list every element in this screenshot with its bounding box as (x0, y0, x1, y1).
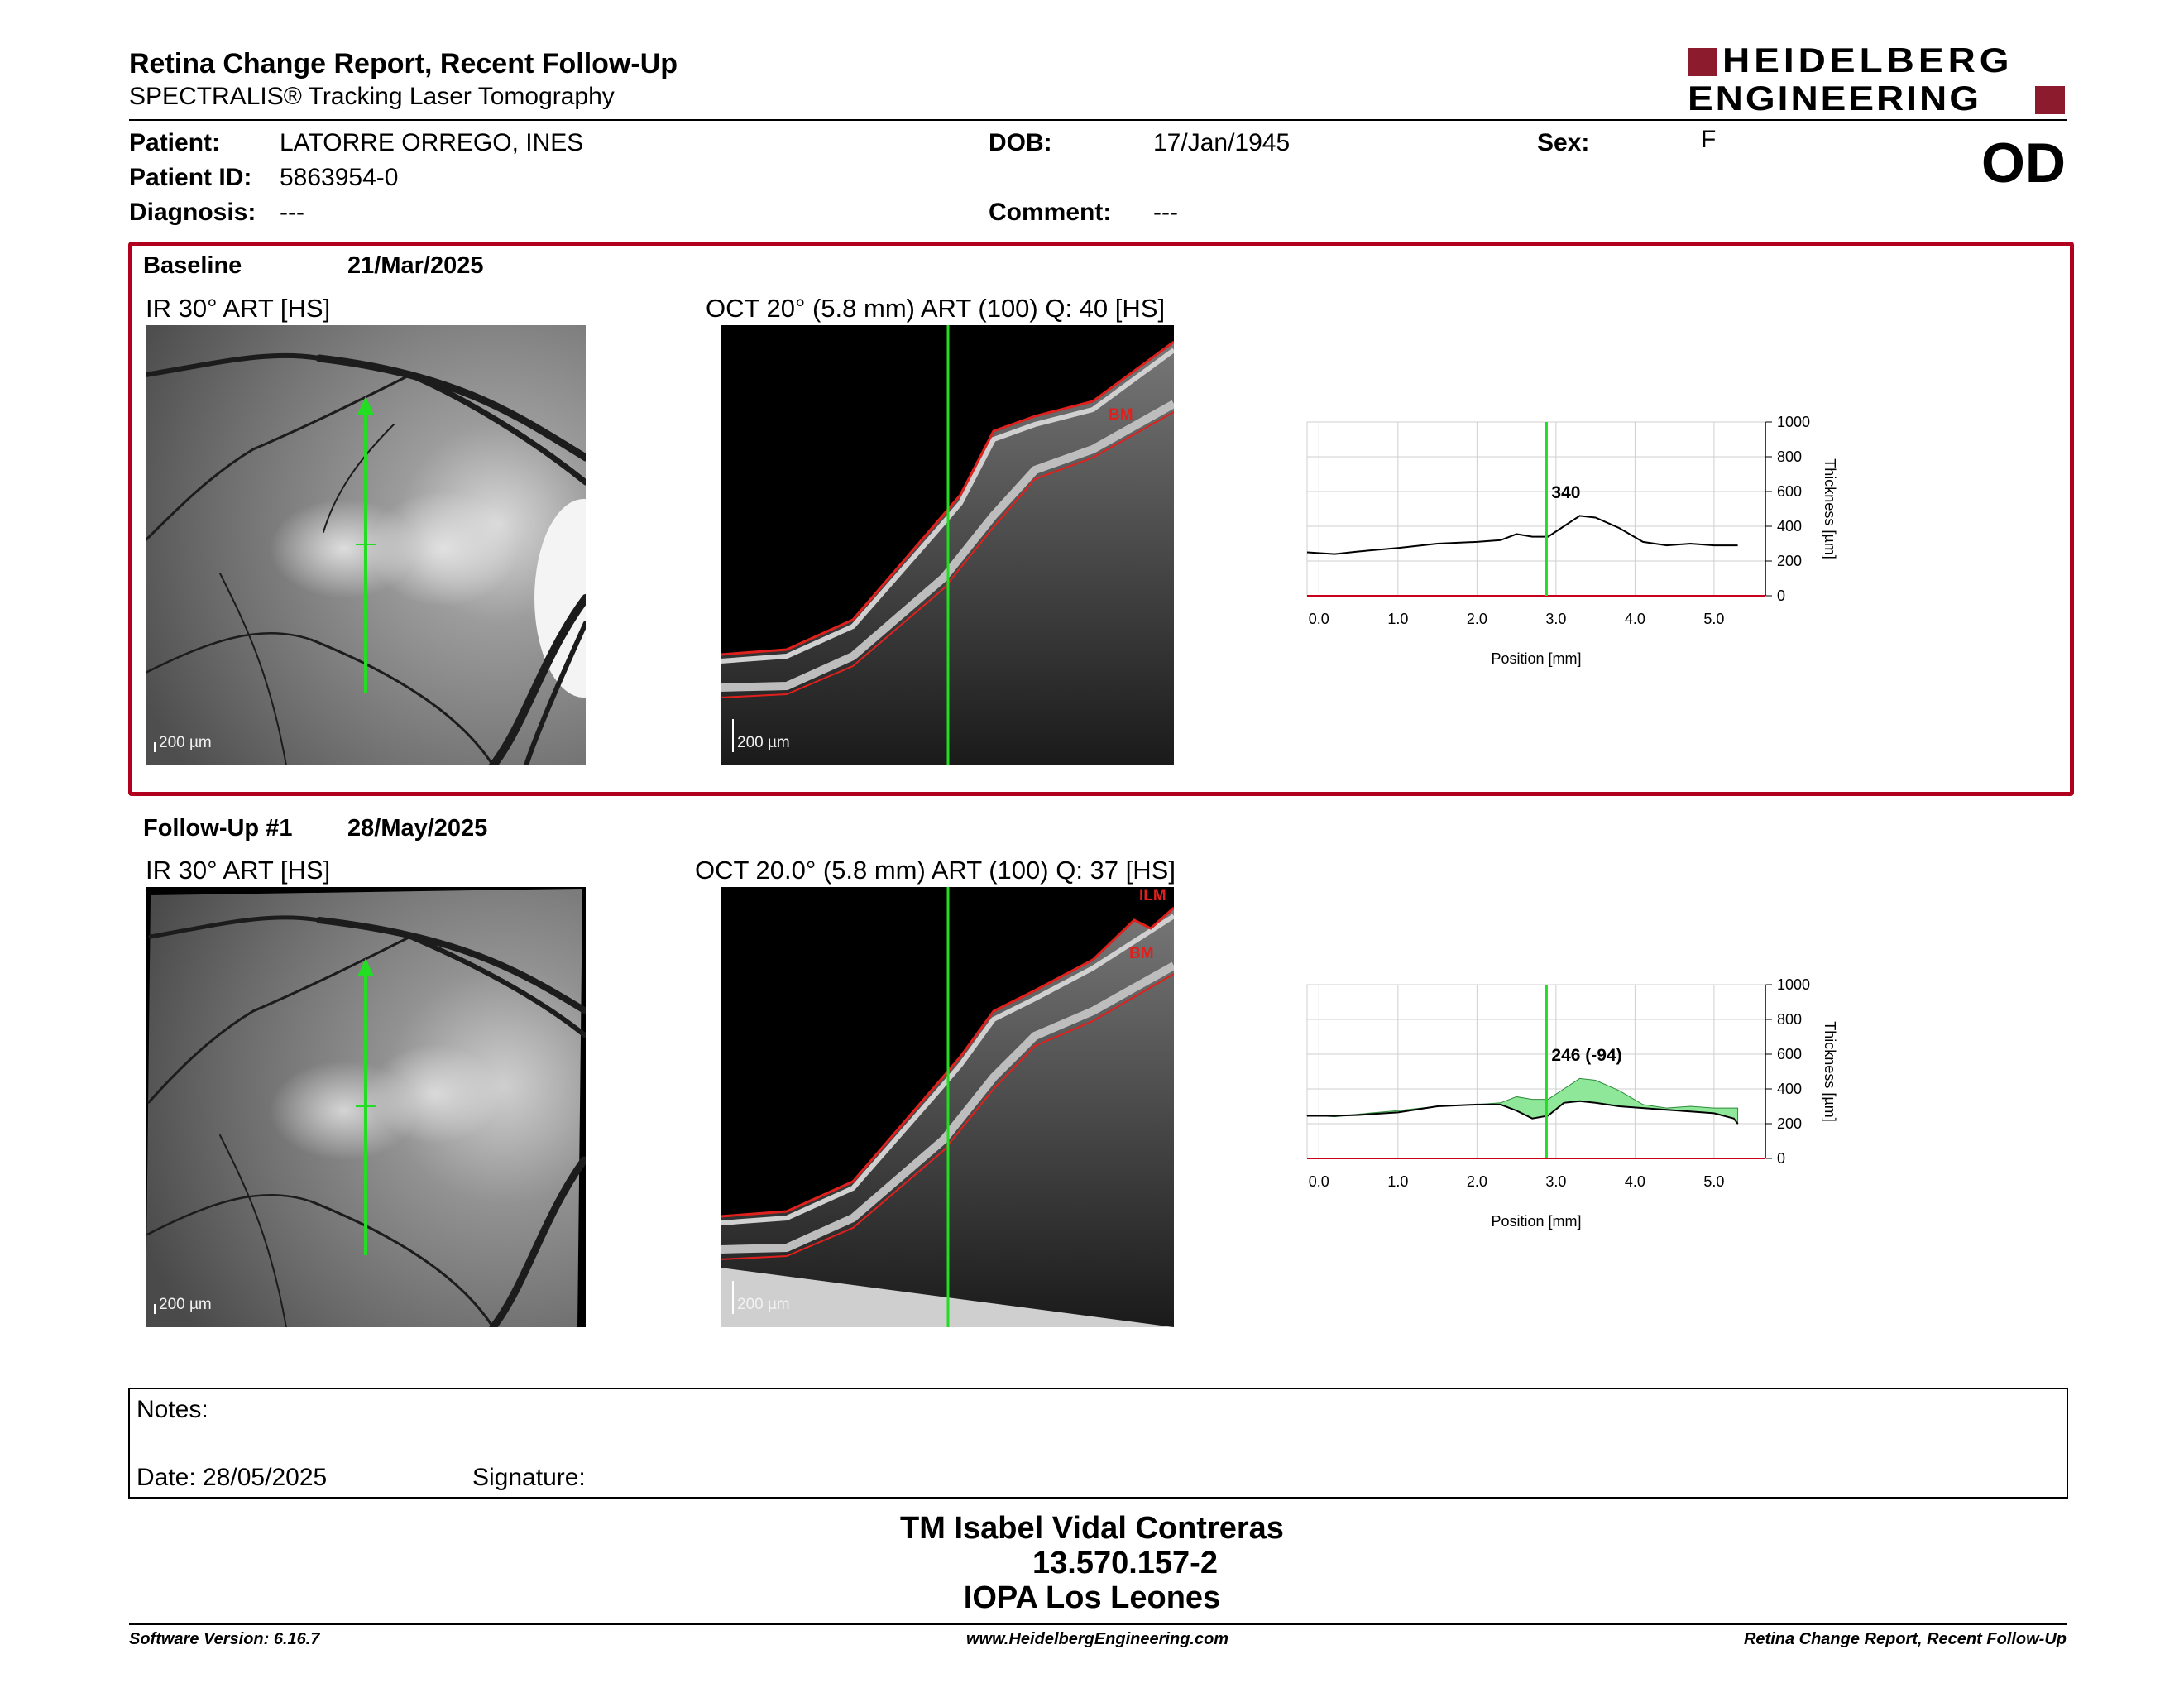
followup-xtick-label: 3.0 (1545, 1173, 1566, 1190)
baseline-oct-scale: 200 µm (732, 719, 790, 752)
followup-thickness-svg: 0.0 1.0 2.0 3.0 4.0 5.0 0 200 400 600 800 1000 Posit… (1306, 976, 1838, 1230)
header-divider (129, 119, 2067, 121)
followup-label: Follow-Up #1 (143, 815, 293, 842)
logo-line2: ENGINEERING (1688, 79, 1982, 117)
baseline-ytick-label: 800 (1777, 448, 1802, 465)
report-title: Retina Change Report, Recent Follow-Up (129, 48, 678, 79)
followup-plot-frame (1306, 984, 1766, 1159)
followup-ytick-label: 400 (1777, 1081, 1802, 1097)
footer-software-version: Software Version: 6.16.7 (129, 1630, 320, 1648)
baseline-ir-scale: 200 µm (154, 734, 212, 752)
patient-id-label: Patient ID: (129, 164, 252, 191)
baseline-ir-title: IR 30° ART [HS] (146, 294, 331, 323)
followup-followup-line (1307, 1100, 1739, 1125)
logo-square-bottom (2035, 86, 2065, 114)
baseline-section (128, 242, 2074, 796)
sex-value: F (1701, 126, 1717, 153)
baseline-ytick-label: 600 (1777, 483, 1802, 500)
logo-line1: HEIDELBERG (1722, 41, 2014, 79)
followup-ir-fundus-image: 200 µm (146, 887, 586, 1327)
baseline-ir-fundus-image: 200 µm (146, 325, 586, 765)
footer-report-name: Retina Change Report, Recent Follow-Up (1743, 1630, 2067, 1648)
baseline-bm-label: BM (1109, 406, 1133, 424)
followup-ytick-label: 200 (1777, 1115, 1802, 1132)
footer-website-link[interactable]: www.HeidelbergEngineering.com (966, 1630, 1229, 1648)
dob-value: 17/Jan/1945 (1153, 129, 1291, 156)
followup-ir-scale: 200 µm (154, 1296, 212, 1314)
baseline-cursor-value: 340 (1551, 483, 1580, 502)
followup-ir-title: IR 30° ART [HS] (146, 856, 331, 885)
baseline-date: 21/Mar/2025 (347, 252, 484, 279)
footer-divider (129, 1623, 2067, 1625)
followup-ytick-label: 0 (1777, 1150, 1785, 1167)
baseline-yaxis-label: Thickness [µm] (1822, 458, 1838, 559)
followup-date: 28/May/2025 (347, 815, 488, 842)
followup-ytick-label: 600 (1777, 1046, 1802, 1062)
baseline-thickness-svg: 0.0 1.0 2.0 3.0 4.0 5.0 0 200 400 600 800 1000 Posit… (1306, 414, 1838, 667)
comment-value: --- (1153, 199, 1178, 226)
followup-xtick-label: 0.0 (1309, 1173, 1329, 1190)
baseline-oct-title: OCT 20° (5.8 mm) ART (100) Q: 40 [HS] (706, 294, 1166, 323)
followup-xtick-label: 5.0 (1703, 1173, 1724, 1190)
followup-oct-title: OCT 20.0° (5.8 mm) ART (100) Q: 37 [HS] (695, 856, 1176, 885)
followup-xtick-label: 1.0 (1387, 1173, 1408, 1190)
followup-oct-bscan-image: ILM BM 200 µm (721, 887, 1174, 1327)
sex-label: Sex: (1537, 129, 1590, 156)
notes-box: Notes: Date: 28/05/2025 Signature: (128, 1388, 2068, 1499)
patient-id: 5863954-0 (280, 164, 399, 191)
followup-bm-label: BM (1129, 945, 1154, 962)
baseline-xtick-label: 0.0 (1309, 611, 1329, 627)
followup-oct-scale: 200 µm (732, 1281, 790, 1314)
followup-thickness-chart: 0.0 1.0 2.0 3.0 4.0 5.0 0 200 400 600 800 1000 Posit… (1291, 968, 1870, 1241)
heidelberg-logo: HEIDELBERG ENGINEERING (1688, 41, 2068, 119)
patient-name: LATORRE ORREGO, INES (280, 129, 584, 156)
followup-xtick-label: 4.0 (1625, 1173, 1645, 1190)
followup-xtick-label: 2.0 (1467, 1173, 1487, 1190)
baseline-xtick-label: 5.0 (1703, 611, 1724, 627)
baseline-xtick-label: 1.0 (1387, 611, 1408, 627)
signature-label: Signature: (472, 1464, 586, 1491)
followup-xaxis-label: Position [mm] (1491, 1213, 1581, 1230)
baseline-xaxis-label: Position [mm] (1491, 650, 1581, 667)
baseline-xtick-label: 3.0 (1545, 611, 1566, 627)
followup-yaxis-label: Thickness [µm] (1822, 1021, 1838, 1121)
baseline-xtick-label: 4.0 (1625, 611, 1645, 627)
baseline-ytick-label: 0 (1777, 587, 1785, 604)
followup-cursor-value: 246 (-94) (1551, 1046, 1621, 1065)
followup-difference-area (1306, 1077, 1739, 1125)
followup-ytick-label: 1000 (1777, 976, 1810, 993)
baseline-ytick-label: 400 (1777, 518, 1802, 535)
patient-name-label: Patient: (129, 129, 221, 156)
baseline-xtick-label: 2.0 (1467, 611, 1487, 627)
signer-id: 13.570.157-2 (1032, 1546, 1218, 1580)
baseline-oct-bscan-image: BM 200 µm (721, 325, 1174, 765)
baseline-plot-frame (1306, 421, 1766, 597)
notes-date: Date: 28/05/2025 (136, 1464, 328, 1491)
notes-label: Notes: (136, 1396, 208, 1423)
diagnosis-label: Diagnosis: (129, 199, 256, 226)
followup-ytick-label: 800 (1777, 1011, 1802, 1028)
baseline-ytick-label: 200 (1777, 553, 1802, 569)
baseline-ytick-label: 1000 (1777, 414, 1810, 430)
logo-square-top (1688, 48, 1717, 76)
baseline-label: Baseline (143, 252, 242, 279)
baseline-baseline-line (1306, 515, 1738, 555)
signer-institution: IOPA Los Leones (963, 1580, 1221, 1615)
dob-label: DOB: (989, 129, 1052, 156)
signer-name: TM Isabel Vidal Contreras (900, 1511, 1284, 1546)
eye-label: OD (1981, 132, 2066, 194)
diagnosis-value: --- (280, 199, 304, 226)
report-subtitle: SPECTRALIS® Tracking Laser Tomography (129, 83, 615, 110)
comment-label: Comment: (989, 199, 1112, 226)
baseline-thickness-chart: 0.0 1.0 2.0 3.0 4.0 5.0 0 200 400 600 800 1000 Posit… (1291, 405, 1870, 679)
followup-ilm-label: ILM (1139, 887, 1166, 904)
